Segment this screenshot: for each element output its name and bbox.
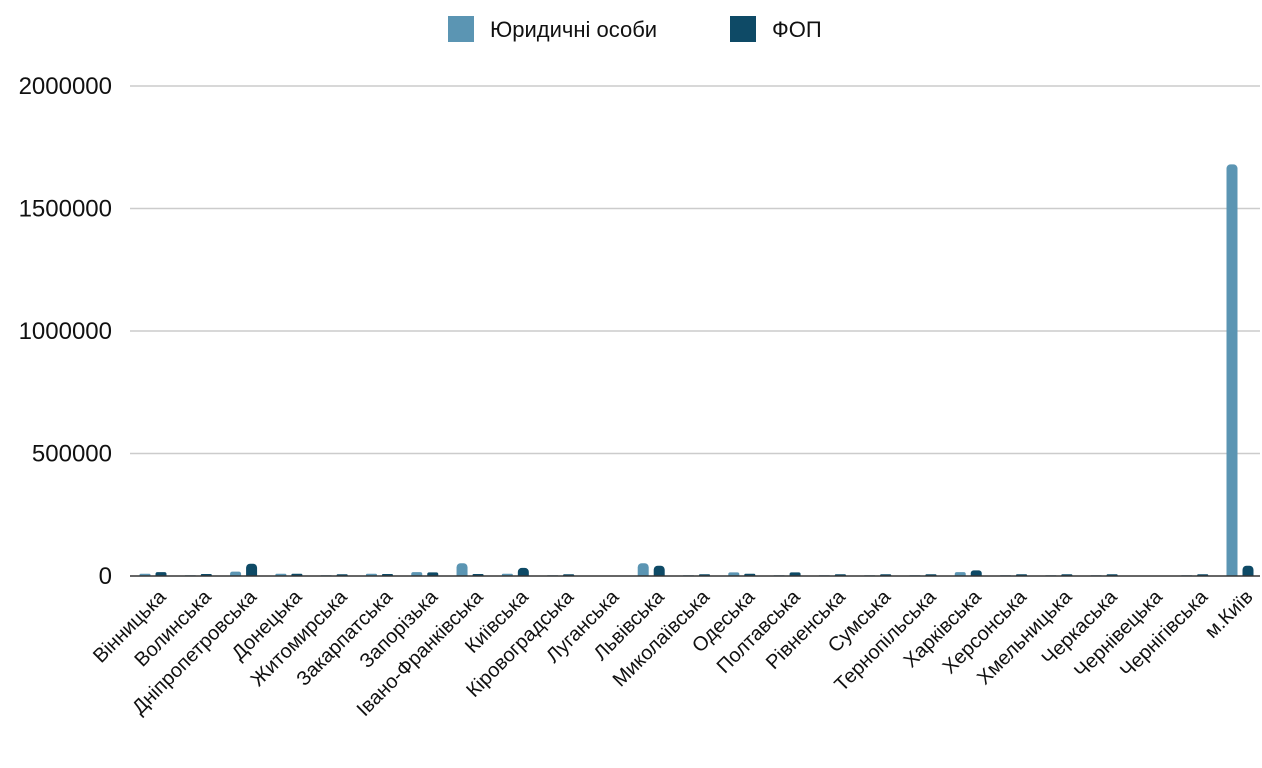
bars — [139, 164, 1254, 576]
bar-legal-entities-3 — [230, 571, 242, 576]
legend-label-1: Юридичні особи — [490, 17, 657, 42]
bar-fop-19 — [970, 570, 982, 576]
bar-fop-7 — [427, 572, 439, 576]
y-axis-ticks: 0 500000 1000000 1500000 2000000 — [19, 73, 112, 590]
bar-fop-9 — [517, 567, 529, 576]
legend-swatch-2 — [730, 16, 756, 42]
x-category-label: м.Київ — [1201, 586, 1258, 643]
bar-fop-1 — [155, 572, 167, 576]
bar-fop-15 — [789, 572, 801, 576]
y-tick-label: 500000 — [32, 441, 112, 468]
x-axis-labels: ВінницькаВолинськаДніпропетровськаДонець… — [89, 585, 1257, 720]
legend-swatch-1 — [448, 16, 474, 42]
bar-legal-entities-8 — [456, 563, 468, 576]
bar-legal-entities-12 — [637, 563, 649, 576]
bar-legal-entities-25 — [1226, 164, 1238, 576]
bar-legal-entities-14 — [728, 572, 740, 576]
bar-fop-25 — [1242, 565, 1254, 576]
bar-legal-entities-7 — [411, 572, 423, 576]
y-tick-label: 2000000 — [19, 73, 112, 100]
bar-fop-12 — [653, 565, 665, 576]
bar-legal-entities-19 — [954, 572, 966, 576]
bar-fop-3 — [246, 563, 258, 576]
legend-label-2: ФОП — [772, 17, 822, 42]
y-tick-label: 1000000 — [19, 318, 112, 345]
gridlines — [130, 85, 1260, 455]
y-tick-label: 0 — [99, 563, 112, 590]
y-tick-label: 1500000 — [19, 196, 112, 223]
chart-legend: Юридичні особи ФОП — [448, 16, 822, 42]
